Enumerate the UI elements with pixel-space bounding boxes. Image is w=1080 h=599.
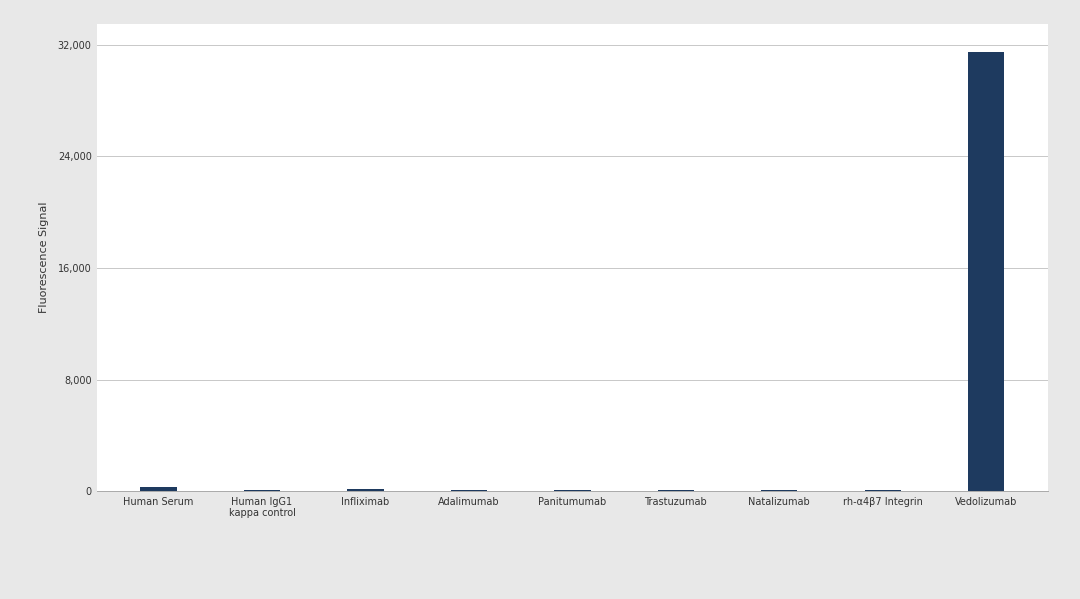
Y-axis label: Fluorescence Signal: Fluorescence Signal (40, 202, 50, 313)
Bar (968, 52, 1004, 491)
Bar (348, 489, 383, 491)
Bar (140, 487, 177, 491)
